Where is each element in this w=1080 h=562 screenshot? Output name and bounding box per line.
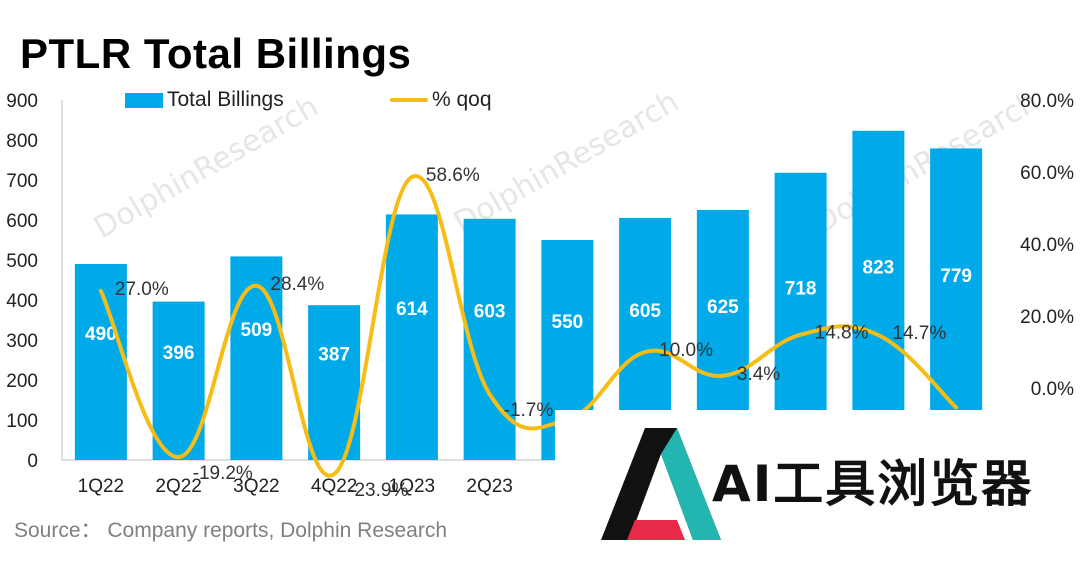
ai-logo-overlay xyxy=(555,410,1080,548)
line-value-label: 28.4% xyxy=(270,274,324,295)
bar-value-label: 779 xyxy=(940,266,972,287)
bar-value-label: 509 xyxy=(241,320,273,341)
logo-a-icon xyxy=(601,428,721,540)
bar xyxy=(385,214,438,460)
left-tick-label: 800 xyxy=(6,131,38,152)
category-label: 4Q22 xyxy=(311,476,357,497)
bar-value-label: 614 xyxy=(396,299,428,320)
line-value-label: 14.8% xyxy=(815,323,869,344)
line-value-label: 27.0% xyxy=(115,279,169,300)
category-label: 2Q22 xyxy=(155,476,201,497)
chart-title: PTLR Total Billings xyxy=(20,30,412,77)
legend-line-swatch xyxy=(390,98,428,102)
bar xyxy=(463,218,516,460)
category-label: 2Q23 xyxy=(466,476,512,497)
bar-value-label: 625 xyxy=(707,297,739,318)
right-tick-label: 80.0% xyxy=(1020,91,1074,112)
left-tick-label: 500 xyxy=(6,251,38,272)
left-tick-label: 100 xyxy=(6,411,38,432)
left-tick-label: 200 xyxy=(6,371,38,392)
category-label: 1Q23 xyxy=(389,476,435,497)
legend-bar-label: Total Billings xyxy=(167,88,284,111)
bar-value-label: 823 xyxy=(863,257,895,278)
legend-bar-swatch xyxy=(125,92,163,108)
legend-item-line: % qoq xyxy=(390,88,492,112)
line-value-label: 3.4% xyxy=(737,364,780,385)
line-value-label: -19.2% xyxy=(193,463,253,484)
bar-value-label: 396 xyxy=(163,343,195,364)
left-tick-label: 600 xyxy=(6,211,38,232)
bar xyxy=(74,264,127,460)
right-tick-label: 20.0% xyxy=(1020,307,1074,328)
left-tick-label: 700 xyxy=(6,171,38,192)
left-tick-label: 900 xyxy=(6,91,38,112)
right-tick-label: 0.0% xyxy=(1031,379,1074,400)
bar-value-label: 550 xyxy=(552,312,584,333)
line-value-label: 10.0% xyxy=(659,340,713,361)
bar-value-label: 387 xyxy=(318,345,350,366)
right-tick-label: 40.0% xyxy=(1020,235,1074,256)
chart-canvas: 0100200300400500600700800900-20.0%0.0%20… xyxy=(6,91,1074,501)
bar-value-label: 605 xyxy=(629,301,661,322)
right-tick-label: 60.0% xyxy=(1020,163,1074,184)
bar xyxy=(852,130,905,461)
bar-value-label: 490 xyxy=(85,324,117,345)
line-value-label: 58.6% xyxy=(426,165,480,186)
category-label: 1Q22 xyxy=(78,476,124,497)
bar-value-label: 603 xyxy=(474,301,506,322)
logo-text: AI工具浏览器 xyxy=(712,455,1034,513)
left-tick-label: 400 xyxy=(6,291,38,312)
legend: Total Billings % qoq xyxy=(125,88,545,112)
bar-value-label: 718 xyxy=(785,278,817,299)
left-tick-label: 0 xyxy=(27,451,38,472)
line-value-label: 14.7% xyxy=(892,323,946,344)
line-value-label: -1.7% xyxy=(504,400,554,421)
category-label: 3Q22 xyxy=(233,476,279,497)
qoq-line xyxy=(98,174,959,478)
left-tick-label: 300 xyxy=(6,331,38,352)
source-note: Source： Company reports, Dolphin Researc… xyxy=(14,519,448,542)
bar xyxy=(230,256,283,460)
legend-item-bars: Total Billings xyxy=(125,88,284,112)
line-value-label: -23.9% xyxy=(348,480,408,501)
legend-line-label: % qoq xyxy=(432,88,492,111)
